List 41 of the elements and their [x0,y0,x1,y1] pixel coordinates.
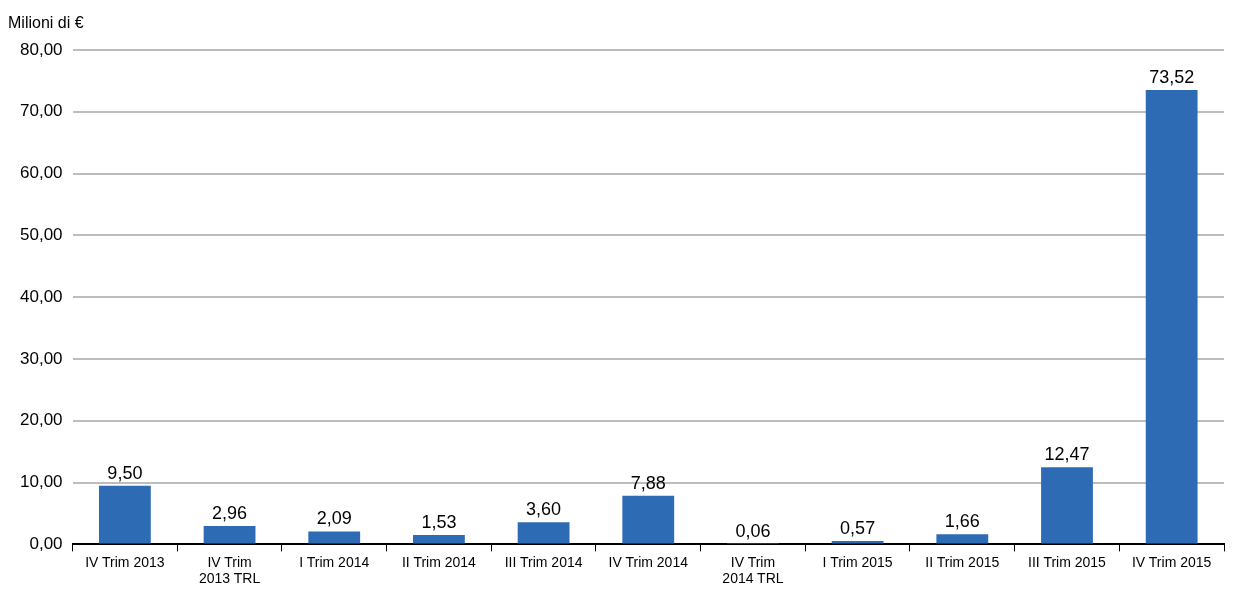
data-label: 0,06 [735,521,771,541]
y-tick-label: 30,00 [19,348,63,368]
data-label: 12,47 [1044,444,1090,465]
y-tick-label: 60,00 [19,163,63,183]
bar [308,531,361,544]
x-tick-label: III Trim 2015 [1028,553,1107,570]
data-label: 2,96 [212,503,248,524]
y-tick-label: 10,00 [19,472,63,492]
x-tick-label: I Trim 2015 [822,553,893,570]
bar [1145,90,1198,544]
bar [98,485,151,544]
x-tick-label: II Trim 2014 [401,553,477,570]
data-label: 1,53 [421,511,457,532]
x-tick-label: III Trim 2014 [504,553,583,570]
bar [413,534,465,544]
y-tick-label: 50,00 [19,225,63,245]
x-tick-label: IV Trim 2015 [1131,553,1212,570]
data-label: 9,50 [107,462,143,483]
y-tick-label: 70,00 [19,101,63,121]
y-axis-title: Milioni di € [8,14,84,32]
y-tick-label: 20,00 [19,410,63,430]
data-label: 73,52 [1149,67,1195,88]
x-tick-label: II Trim 2015 [925,553,1000,570]
x-tick-label: IV Trim 2014 [608,553,689,570]
x-tick-label: IV Trim 2013 TRL [198,553,261,587]
y-tick-label: 40,00 [19,286,63,306]
data-label: 2,09 [316,508,352,529]
x-tick-label: IV Trim 2014 TRL [722,553,784,587]
bar [203,526,256,544]
bar [517,522,570,544]
x-tick-label: I Trim 2014 [299,553,370,570]
bar [622,495,675,544]
y-tick-label: 80,00 [19,39,63,59]
y-tick-label: 0,00 [29,534,63,554]
data-label: 3,60 [526,499,562,520]
data-label: 7,88 [630,472,666,493]
data-label: 1,66 [944,511,980,532]
bar [936,534,989,544]
data-label: 0,57 [840,517,876,538]
bar [1041,467,1093,544]
x-tick-label: IV Trim 2013 [85,553,165,570]
